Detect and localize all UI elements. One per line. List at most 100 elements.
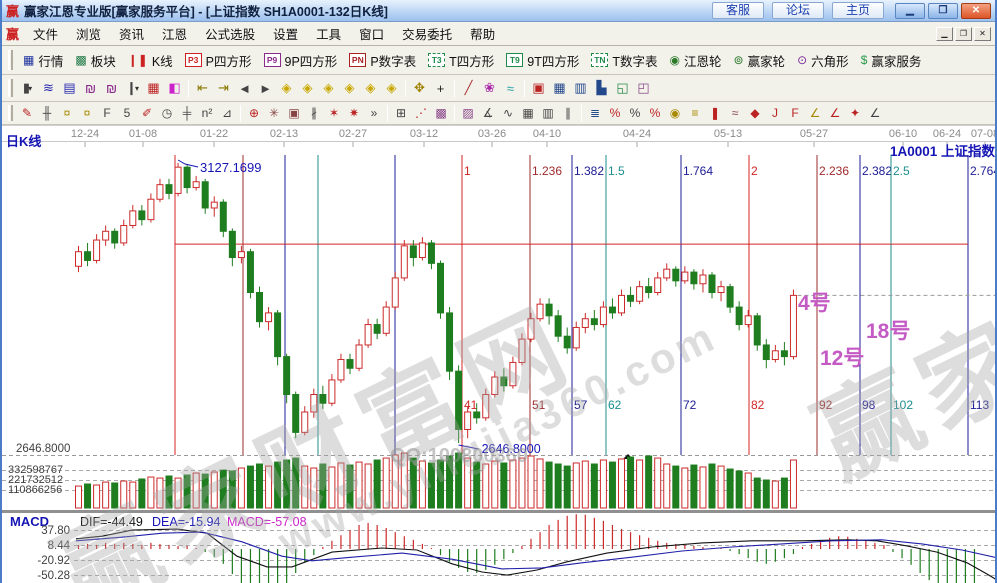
candle-brush-icon[interactable]: ❚ xyxy=(709,106,721,120)
brush-icon[interactable]: ✐ xyxy=(141,106,153,120)
menu-浏览[interactable]: 浏览 xyxy=(76,27,102,42)
fibonacci-f-icon[interactable]: F xyxy=(103,106,111,120)
mdi-minimize-button[interactable]: ▁ xyxy=(936,26,953,41)
menu-帮助[interactable]: 帮助 xyxy=(470,27,496,42)
shen-tool-icon[interactable]: ✶ xyxy=(328,106,340,120)
info-panel-icon[interactable]: ▤ xyxy=(63,80,76,95)
j-angle-icon[interactable]: J xyxy=(772,106,778,120)
screen-capture-icon[interactable]: ◰ xyxy=(637,80,650,95)
first-bar-icon[interactable]: ⇤ xyxy=(197,80,208,95)
angle-fan-icon[interactable]: ∡ xyxy=(482,106,494,120)
homepage-button[interactable]: 主页 xyxy=(832,2,884,19)
gann-node-icon[interactable]: ❀ xyxy=(484,80,495,95)
histogram-tool-icon[interactable]: ≣ xyxy=(589,106,601,120)
grid-tool-icon[interactable]: ⊞ xyxy=(395,106,407,120)
red-chart-icon[interactable]: ▦ xyxy=(147,80,160,95)
menu-江恩[interactable]: 江恩 xyxy=(162,27,188,42)
tool-t-number-table[interactable]: TN T数字表 xyxy=(585,51,663,70)
chart-canvas[interactable]: 12-24 01-08 01-22 02-13 02-27 03-12 03-26 04-10… xyxy=(2,125,997,583)
tool-t-square[interactable]: T3 T四方形 xyxy=(422,51,500,70)
zigzag-icon[interactable]: ∿ xyxy=(502,106,514,120)
square-target-icon[interactable]: ▣ xyxy=(288,106,300,120)
zoom-all-icon[interactable]: ◈ xyxy=(386,80,397,95)
cut-line-icon[interactable]: ╱ xyxy=(464,80,473,95)
fan-lines-icon[interactable]: ⋰ xyxy=(415,106,427,120)
grid-2-icon[interactable]: ▦ xyxy=(522,106,534,120)
prev-bar-icon[interactable]: ◄ xyxy=(238,80,251,96)
menu-工具[interactable]: 工具 xyxy=(316,27,342,42)
gold-ratio-2-icon[interactable]: ¤ xyxy=(83,106,91,120)
zoom-left-icon[interactable]: ◈ xyxy=(281,80,292,95)
zoom-right-icon[interactable]: ◈ xyxy=(302,80,313,95)
mini-bars-9-icon[interactable]: ₪ xyxy=(105,80,118,96)
color-chart-icon[interactable]: ◧ xyxy=(168,80,181,95)
target-circle-icon[interactable]: ⊕ xyxy=(248,106,260,120)
gold-angle-icon[interactable]: ∠ xyxy=(809,106,821,120)
notepad-icon[interactable]: ▥ xyxy=(574,80,587,95)
win-tool-icon[interactable]: ✷ xyxy=(348,106,360,120)
percent-icon[interactable]: % xyxy=(629,106,641,120)
customer-service-button[interactable]: 客服 xyxy=(712,2,764,19)
tool-p-number-table[interactable]: PN P数字表 xyxy=(343,51,422,70)
four-angle-icon[interactable]: ∠ xyxy=(869,106,881,120)
pencil-icon[interactable]: ✎ xyxy=(21,106,33,120)
win-red-icon[interactable]: ✦ xyxy=(849,106,861,120)
tool-sectors[interactable]: ▩ 板块 xyxy=(69,51,121,70)
angle-marks-icon[interactable]: ∦ xyxy=(311,106,317,120)
pan-hand-icon[interactable]: ✥ xyxy=(414,80,425,95)
time-ruler-icon[interactable]: ╫ xyxy=(42,106,52,120)
zoom-cross-icon[interactable]: ◈ xyxy=(344,80,355,95)
spiral-5-icon[interactable]: 5 xyxy=(123,106,131,120)
wave-line-icon[interactable]: ≈ xyxy=(506,80,515,96)
thin-candle-icon[interactable]: ❙ ▾ xyxy=(126,80,139,95)
tool-p-square[interactable]: P3 P四方形 xyxy=(179,51,258,70)
forum-button[interactable]: 论坛 xyxy=(772,2,824,19)
menu-公式选股[interactable]: 公式选股 xyxy=(205,27,256,42)
gold-circle-icon[interactable]: ◉ xyxy=(669,106,681,120)
menu-文件[interactable]: 文件 xyxy=(33,27,59,42)
wave-band-icon[interactable]: ≈ xyxy=(731,106,739,120)
time-clock-icon[interactable]: ◷ xyxy=(161,106,173,120)
percent-low-icon[interactable]: % xyxy=(649,106,661,120)
last-bar-icon[interactable]: ⇥ xyxy=(218,80,229,95)
candle-style-icon[interactable]: ▮ ▾ xyxy=(22,80,33,95)
next-bar-icon[interactable]: ► xyxy=(259,80,272,96)
parallel-icon[interactable]: ∥ xyxy=(565,106,571,120)
crosshair-icon[interactable]: + xyxy=(436,80,445,96)
more-tools-icon[interactable]: » xyxy=(370,106,378,120)
mini-bars-3-icon[interactable]: ₪ xyxy=(84,80,97,96)
gold-ratio-1-icon[interactable]: ¤ xyxy=(63,106,71,120)
elliott-wave-icon[interactable]: ≋ xyxy=(43,80,54,95)
starburst-icon[interactable]: ✳ xyxy=(268,106,280,120)
f-angle-icon[interactable]: F xyxy=(791,106,799,120)
tool-hexagon[interactable]: ⊙ 六角形 xyxy=(791,51,855,70)
zoom-in-icon[interactable]: ◈ xyxy=(365,80,376,95)
calendar-21-icon[interactable]: ▣ xyxy=(532,80,545,95)
menu-交易委托[interactable]: 交易委托 xyxy=(402,27,453,42)
tool-kline[interactable]: ❙❚ K线 xyxy=(122,51,179,70)
tool-gann-wheel[interactable]: ◉ 江恩轮 xyxy=(664,51,728,70)
restore-button[interactable]: ❐ xyxy=(928,2,958,19)
menu-资讯[interactable]: 资讯 xyxy=(119,27,145,42)
calculator-icon[interactable]: ▦ xyxy=(553,80,566,95)
speed-angle-icon[interactable]: ∠ xyxy=(829,106,841,120)
tool-p9-square[interactable]: P9 9P四方形 xyxy=(258,51,344,70)
rails-icon[interactable]: ╪ xyxy=(182,106,192,120)
export-image-icon[interactable]: ◱ xyxy=(616,80,629,95)
mdi-close-button[interactable]: ✕ xyxy=(974,26,991,41)
tool-t9-square[interactable]: T9 9T四方形 xyxy=(500,51,585,70)
menu-设置[interactable]: 设置 xyxy=(273,27,299,42)
close-button[interactable]: ✕ xyxy=(961,2,991,19)
flag-tool-icon[interactable]: ⊿ xyxy=(221,106,233,120)
gold-diamond-icon[interactable]: ◆ xyxy=(750,106,760,120)
mdi-restore-button[interactable]: ❐ xyxy=(955,26,972,41)
minimize-button[interactable]: ▁ xyxy=(895,2,925,19)
menu-窗口[interactable]: 窗口 xyxy=(359,27,385,42)
zoom-horizontal-icon[interactable]: ◈ xyxy=(323,80,334,95)
pattern-box-icon[interactable]: ▩ xyxy=(435,106,447,120)
save-icon[interactable]: ▙ xyxy=(596,80,607,95)
tool-winner-service[interactable]: $ 赢家服务 xyxy=(855,51,928,70)
pattern-2-icon[interactable]: ▨ xyxy=(462,106,474,120)
percent-red-icon[interactable]: % xyxy=(609,106,621,120)
tool-winner-wheel[interactable]: ⊚ 赢家轮 xyxy=(728,51,792,70)
